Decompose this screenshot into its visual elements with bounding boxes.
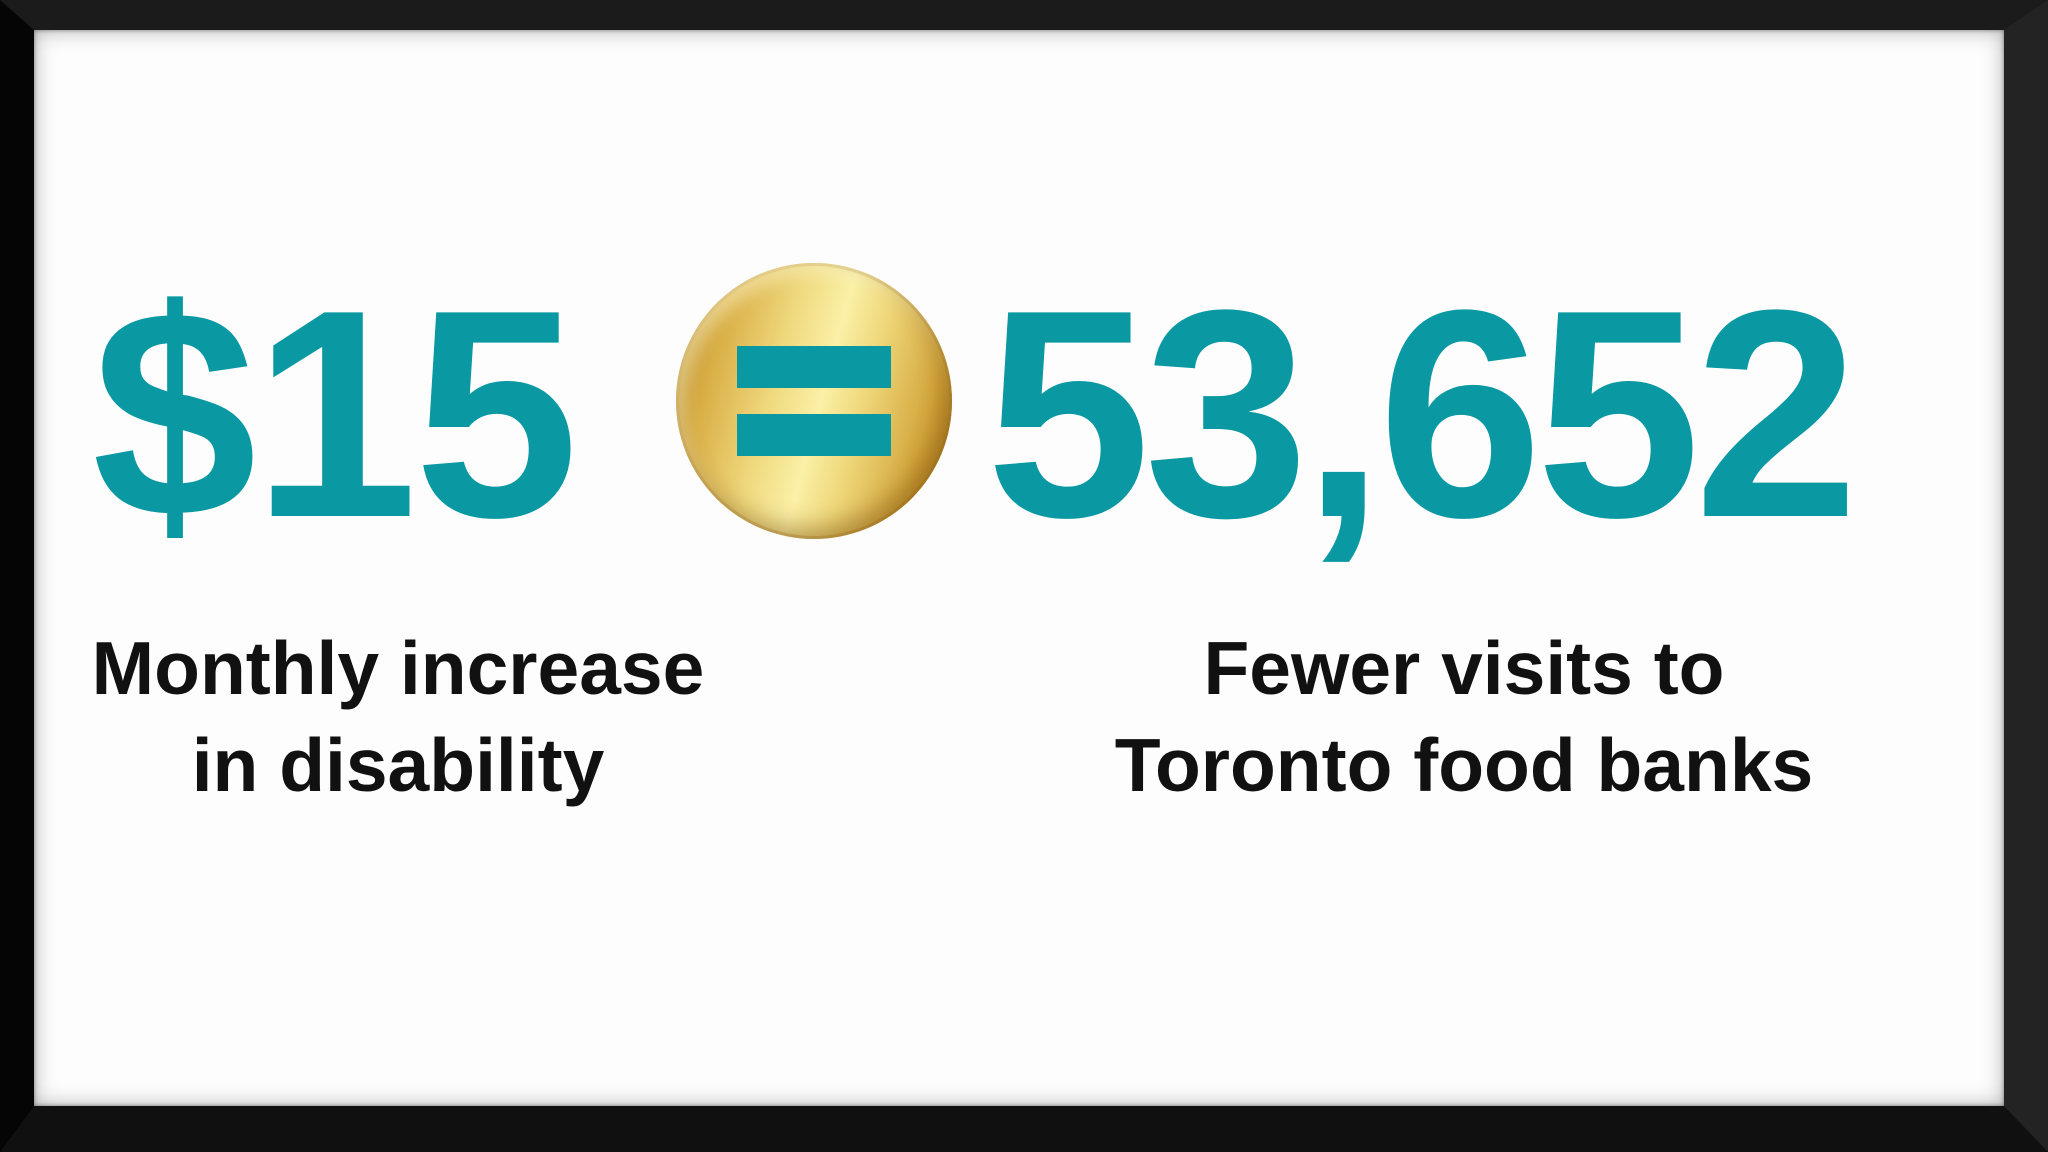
equals-bar-top [737, 346, 891, 388]
right-stat-label: Fewer visits to Toronto food banks [1014, 620, 1914, 814]
right-stat-label-line1: Fewer visits to [1203, 626, 1725, 710]
left-stat-label-line2: in disability [191, 722, 605, 807]
equals-bar-bottom [737, 414, 891, 456]
right-stat-label-line2: Toronto food banks [1114, 722, 1814, 807]
left-stat-label-line1: Monthly increase [91, 626, 705, 710]
right-stat-value: 53,652 [986, 248, 1859, 579]
left-stat-value: $15 [92, 248, 579, 579]
coin-equals-icon [676, 263, 952, 539]
left-stat-label: Monthly increase in disability [28, 620, 768, 814]
